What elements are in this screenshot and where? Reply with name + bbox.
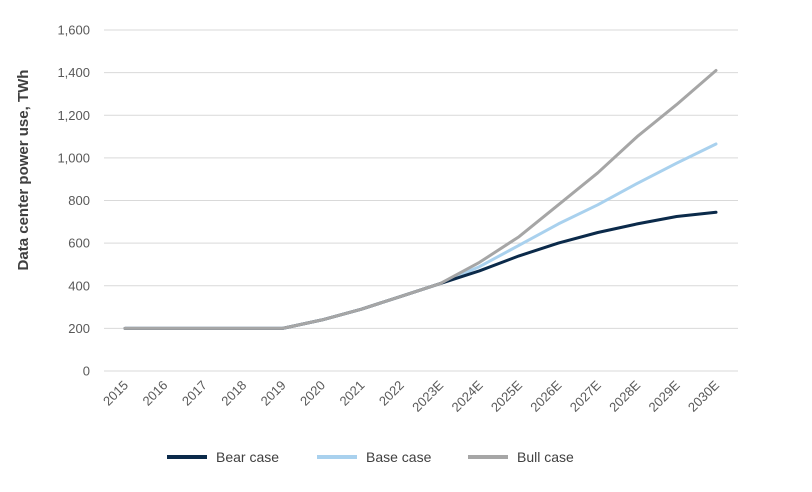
- x-tick-label: 2023E: [409, 377, 446, 414]
- x-tick-label: 2028E: [606, 377, 643, 414]
- x-tick-label: 2020: [297, 378, 328, 409]
- legend-label-base-case: Base case: [366, 449, 432, 465]
- x-tick-label: 2015: [100, 378, 131, 409]
- x-axis-ticks: 2015 2016 2017 2018 2019 2020 2021 2022 2023E 202…: [100, 377, 722, 414]
- x-tick-label: 2027E: [567, 377, 604, 414]
- y-tick-label: 600: [68, 236, 90, 251]
- y-tick-label: 1,200: [57, 108, 90, 123]
- legend: Bear case Base case Bull case: [167, 449, 574, 465]
- x-tick-label: 2024E: [449, 377, 486, 414]
- y-tick-label: 200: [68, 321, 90, 336]
- y-tick-label: 1,400: [57, 65, 90, 80]
- x-tick-label: 2030E: [685, 377, 722, 414]
- y-axis-ticks: 0 200 400 600 800 1,000 1,200 1,400 1,600: [57, 23, 90, 379]
- x-tick-label: 2026E: [527, 377, 564, 414]
- x-tick-label: 2016: [139, 378, 170, 409]
- series-line-bull-case: [123, 69, 718, 330]
- x-tick-label: 2018: [218, 378, 249, 409]
- series-line-base-case: [123, 142, 718, 330]
- y-axis-label: Data center power use, TWh: [15, 70, 32, 271]
- y-tick-label: 1,600: [57, 23, 90, 38]
- x-tick-label: 2019: [258, 378, 289, 409]
- legend-label-bull-case: Bull case: [517, 449, 574, 465]
- x-tick-label: 2022: [376, 378, 407, 409]
- x-tick-label: 2021: [336, 378, 367, 409]
- gridlines: [104, 29, 738, 372]
- x-tick-label: 2025E: [488, 377, 525, 414]
- x-tick-label: 2029E: [646, 377, 683, 414]
- y-tick-label: 800: [68, 193, 90, 208]
- y-tick-label: 1,000: [57, 150, 90, 165]
- y-tick-label: 400: [68, 278, 90, 293]
- x-tick-label: 2017: [179, 378, 210, 409]
- series-line-bear-case: [123, 210, 718, 330]
- series-lines: [123, 69, 718, 330]
- y-tick-label: 0: [83, 364, 90, 379]
- legend-label-bear-case: Bear case: [216, 449, 279, 465]
